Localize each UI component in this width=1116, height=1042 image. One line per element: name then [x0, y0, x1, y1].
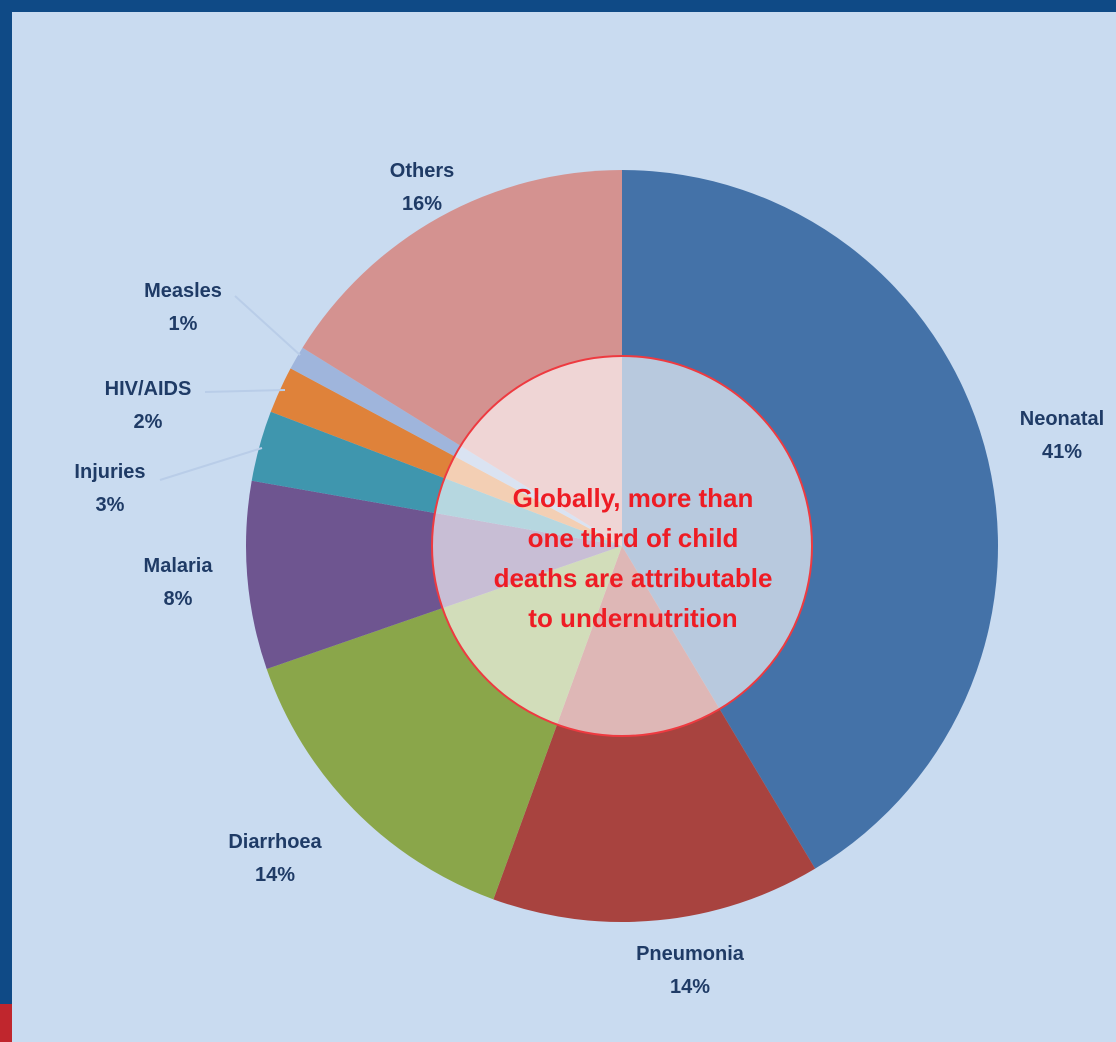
label-percent: 14%	[255, 864, 295, 886]
label-category: Malaria	[144, 555, 214, 577]
leader-line	[204, 389, 286, 393]
label-measles: Measles 1%	[144, 280, 222, 335]
center-annotation: Globally, more than one third of child dea…	[494, 483, 773, 633]
label-diarrhoea: Diarrhoea 14%	[228, 831, 322, 886]
label-percent: 14%	[670, 976, 710, 998]
label-percent: 41%	[1042, 441, 1082, 463]
label-injuries: Injuries 3%	[74, 461, 145, 516]
label-category: Measles	[144, 280, 222, 302]
label-category: Pneumonia	[636, 943, 745, 965]
label-percent: 2%	[134, 411, 163, 433]
center-text-line: deaths are attributable	[494, 563, 773, 593]
center-disc	[431, 355, 813, 737]
label-category: Diarrhoea	[228, 831, 322, 853]
label-malaria: Malaria 8%	[144, 555, 214, 610]
leader-line	[159, 447, 263, 481]
label-neonatal: Neonatal 41%	[1020, 408, 1104, 463]
center-text-line: to undernutrition	[528, 603, 737, 633]
label-percent: 16%	[402, 193, 442, 215]
label-percent: 3%	[96, 494, 125, 516]
label-category: Others	[390, 160, 454, 182]
center-text-line: Globally, more than	[513, 483, 754, 513]
leader-line	[234, 295, 301, 356]
slice-labels-group: Neonatal 41% Pneumonia 14% Diarrhoea 14% Malar…	[74, 160, 1104, 998]
center-text-line: one third of child	[528, 523, 739, 553]
label-category: HIV/AIDS	[105, 378, 192, 400]
label-category: Injuries	[74, 461, 145, 483]
leader-lines-group	[159, 295, 301, 481]
red-accent-bar	[0, 1004, 12, 1042]
label-percent: 8%	[164, 588, 193, 610]
label-hiv-aids: HIV/AIDS 2%	[105, 378, 192, 433]
label-others: Others 16%	[390, 160, 454, 215]
label-percent: 1%	[169, 313, 198, 335]
label-pneumonia: Pneumonia 14%	[636, 943, 745, 998]
label-category: Neonatal	[1020, 408, 1104, 430]
